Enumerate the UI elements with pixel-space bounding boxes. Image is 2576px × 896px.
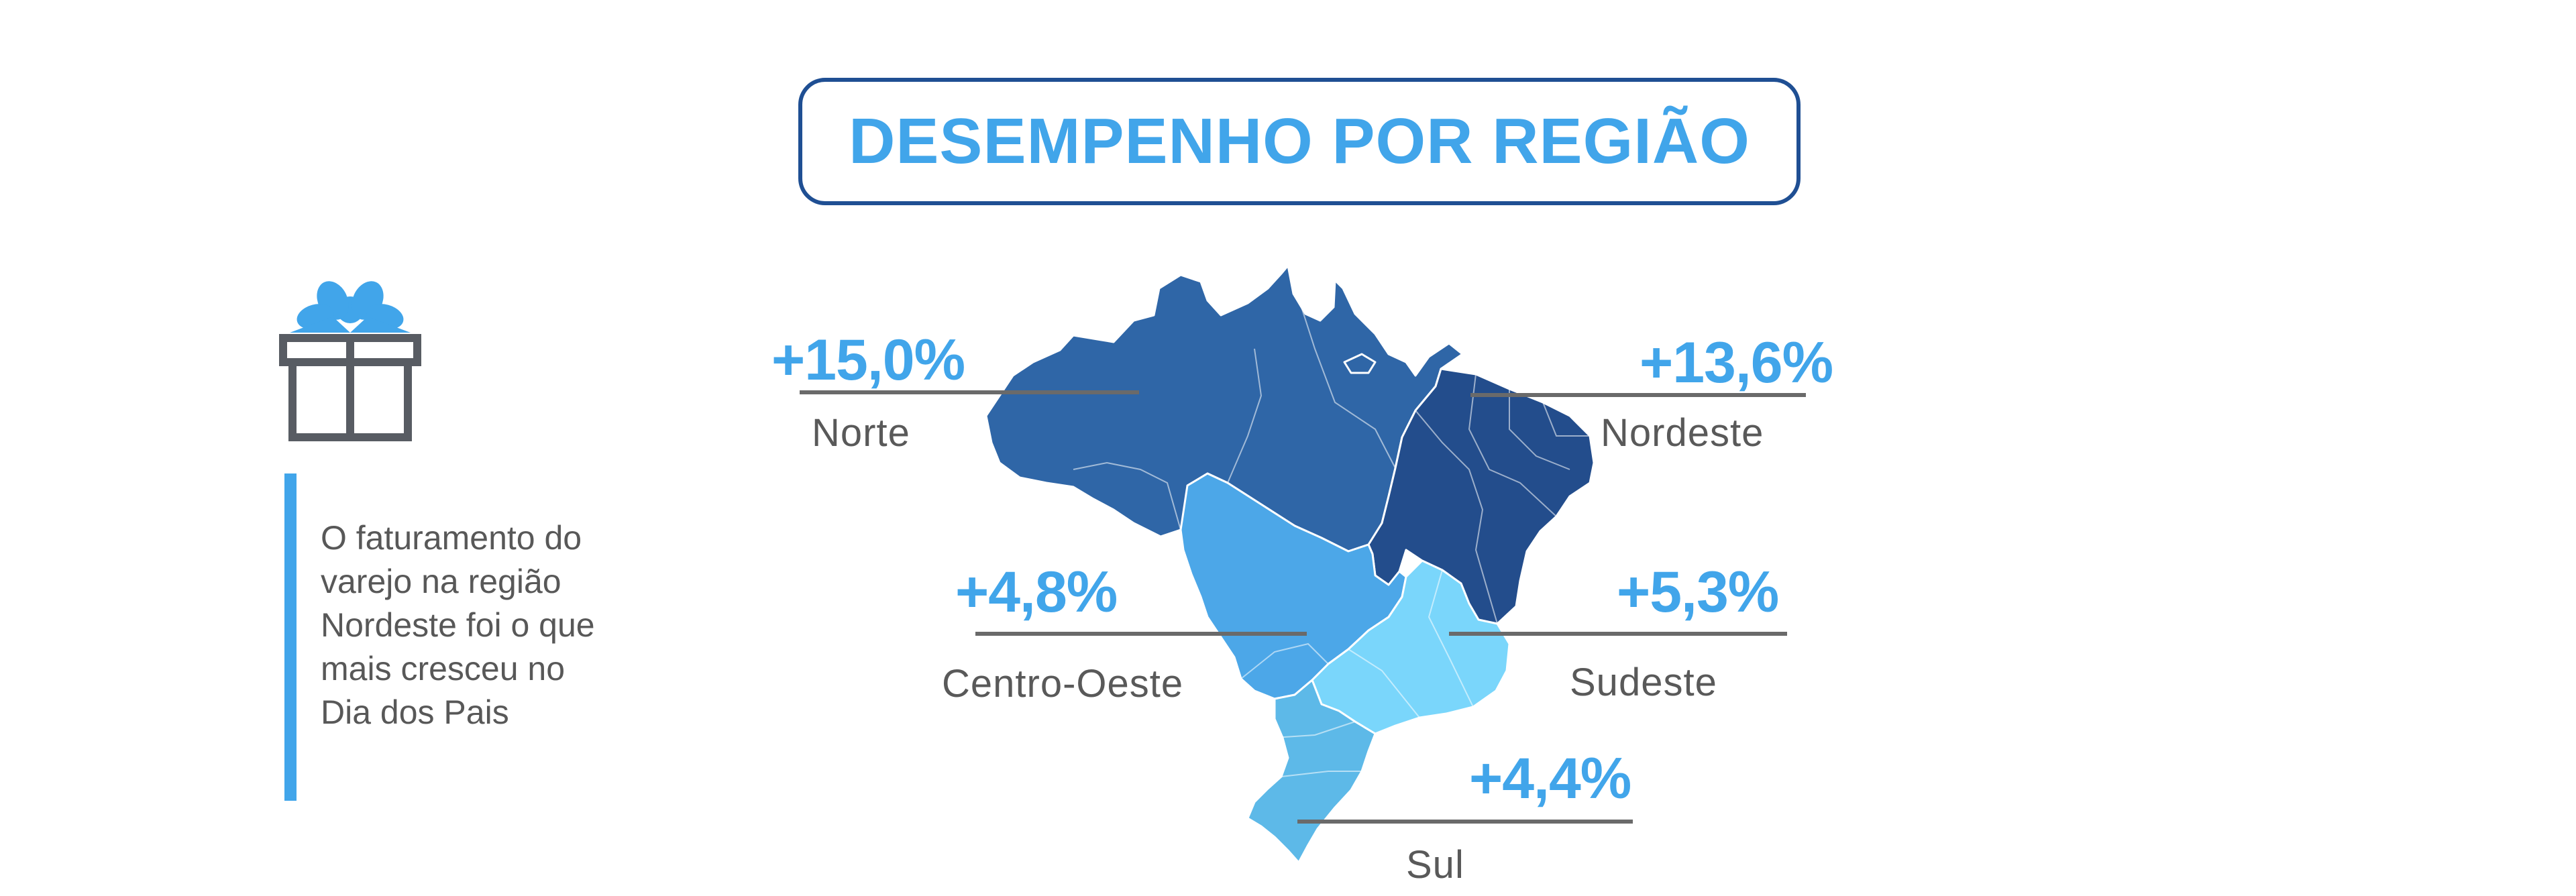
note-line: mais cresceu no xyxy=(321,650,566,687)
centro-oeste-label: Centro-Oeste xyxy=(942,662,1184,706)
centro-oeste-value: +4,8% xyxy=(955,560,1118,624)
accent-bar xyxy=(284,473,297,801)
note-text: O faturamento do varejo na região Nordes… xyxy=(321,516,669,734)
gift-icon xyxy=(279,281,421,441)
note-line: Nordeste foi o que xyxy=(321,606,595,644)
island-shape xyxy=(1343,353,1377,374)
norte-value: +15,0% xyxy=(771,328,965,392)
page-title: DESEMPENHO POR REGIÃO xyxy=(849,105,1750,177)
nordeste-rule xyxy=(1470,393,1806,397)
sul-value: +4,4% xyxy=(1469,746,1631,811)
sul-label: Sul xyxy=(1406,843,1464,887)
sul-rule xyxy=(1297,820,1633,824)
note-line: varejo na região xyxy=(321,563,561,600)
sudeste-rule xyxy=(1449,632,1787,636)
nordeste-value: +13,6% xyxy=(1640,331,1833,395)
norte-label: Norte xyxy=(812,411,910,455)
sudeste-value: +5,3% xyxy=(1617,560,1779,624)
title-frame: DESEMPENHO POR REGIÃO xyxy=(798,78,1801,205)
note-line: Dia dos Pais xyxy=(321,693,509,731)
sudeste-label: Sudeste xyxy=(1570,661,1717,704)
note-line: O faturamento do xyxy=(321,519,582,557)
nordeste-label: Nordeste xyxy=(1601,411,1764,455)
centro-oeste-rule xyxy=(975,632,1307,636)
norte-rule xyxy=(800,390,1139,394)
